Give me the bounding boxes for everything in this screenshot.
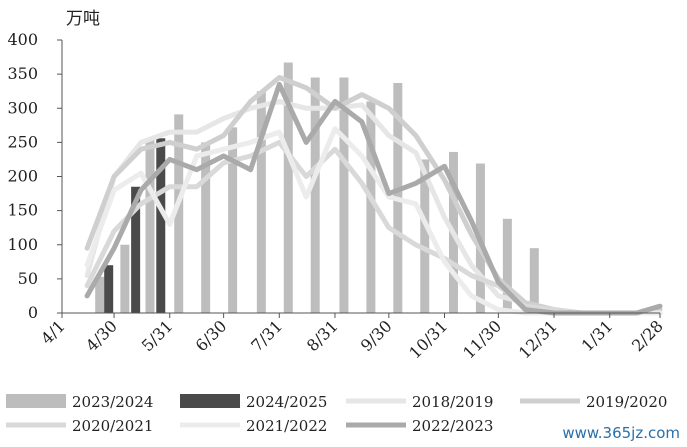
legend-label: 2023/2024 — [72, 393, 153, 411]
bar — [95, 276, 105, 313]
bar — [256, 91, 266, 313]
legend-label: 2020/2021 — [72, 417, 153, 435]
x-tick-label: 12/31 — [515, 316, 561, 362]
x-tick-label: 11/30 — [459, 316, 505, 362]
x-tick-label: 5/31 — [138, 316, 177, 355]
y-unit-label: 万吨 — [66, 9, 100, 29]
bar — [529, 248, 539, 313]
legend-label: 2021/2022 — [246, 417, 327, 435]
y-tick-label: 300 — [7, 98, 38, 117]
bar — [310, 77, 320, 313]
y-tick-label: 50 — [18, 269, 38, 288]
legend-swatch — [180, 394, 240, 408]
watermark: www.365jz.com — [562, 424, 680, 442]
bar — [420, 159, 430, 313]
y-tick-label: 100 — [7, 235, 38, 254]
y-tick-label: 150 — [7, 201, 38, 220]
bar — [104, 265, 114, 313]
legend-swatch — [6, 394, 66, 408]
legend-label: 2024/2025 — [246, 393, 327, 411]
legend-label: 2019/2020 — [586, 393, 667, 411]
x-axis-ticks: 4/1 4/30 5/31 6/30 7/31 8/31 9/30 10/31 11/30 12/… — [37, 313, 667, 362]
y-tick-label: 200 — [7, 167, 38, 186]
bar — [283, 62, 293, 314]
bar — [174, 114, 184, 313]
bar — [156, 138, 166, 313]
x-tick-label: 8/31 — [303, 316, 342, 355]
x-tick-label: 1/31 — [578, 316, 617, 355]
bar — [120, 244, 130, 313]
y-tick-label: 350 — [7, 64, 38, 83]
legend-label: 2018/2019 — [412, 393, 493, 411]
y-tick-label: 250 — [7, 132, 38, 151]
bar — [131, 186, 141, 313]
bar — [366, 101, 376, 313]
bar — [201, 142, 211, 313]
x-tick-label: 4/30 — [82, 316, 121, 355]
y-axis-ticks: 0 50 100 150 200 250 300 350 400 — [7, 30, 62, 322]
y-tick-label: 0 — [28, 303, 38, 322]
x-tick-label: 10/31 — [405, 316, 451, 362]
bar — [339, 77, 349, 313]
bar — [502, 218, 512, 313]
bar — [145, 140, 155, 313]
x-tick-label: 4/1 — [37, 316, 69, 348]
bar — [228, 127, 238, 313]
legend: 2023/2024 2024/2025 2018/2019 2019/2020 2020… — [6, 393, 667, 435]
legend-label: 2022/2023 — [412, 417, 493, 435]
x-tick-label: 7/31 — [247, 316, 286, 355]
x-tick-label: 9/30 — [357, 316, 396, 355]
x-tick-label: 2/28 — [628, 316, 667, 355]
x-tick-label: 6/30 — [192, 316, 231, 355]
y-tick-label: 400 — [7, 30, 38, 49]
